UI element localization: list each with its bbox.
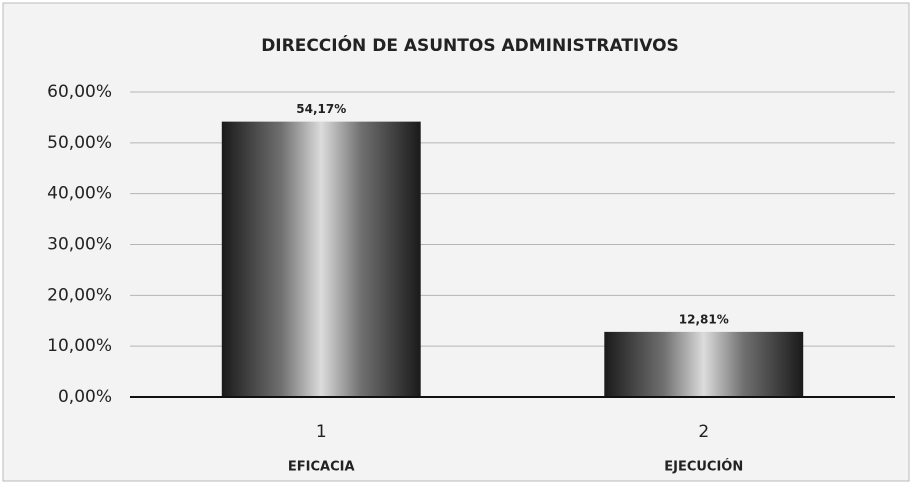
category-label: EFICACIA [288,460,355,475]
y-tick-label: 0,00% [58,387,112,407]
chart-title: DIRECCIÓN DE ASUNTOS ADMINISTRATIVOS [261,34,679,56]
bar [221,121,421,397]
y-tick-label: 10,00% [47,336,112,356]
bar [604,331,804,397]
data-label: 12,81% [679,312,729,326]
x-tick-label: 2 [698,422,709,442]
y-tick-label: 60,00% [47,82,112,102]
y-tick-label: 30,00% [47,235,112,255]
category-label: EJECUCIÓN [664,459,743,475]
y-tick-label: 40,00% [47,184,112,204]
x-tick-label: 1 [316,422,327,442]
y-tick-label: 50,00% [47,133,112,153]
y-tick-label: 20,00% [47,285,112,305]
data-label: 54,17% [296,102,346,116]
